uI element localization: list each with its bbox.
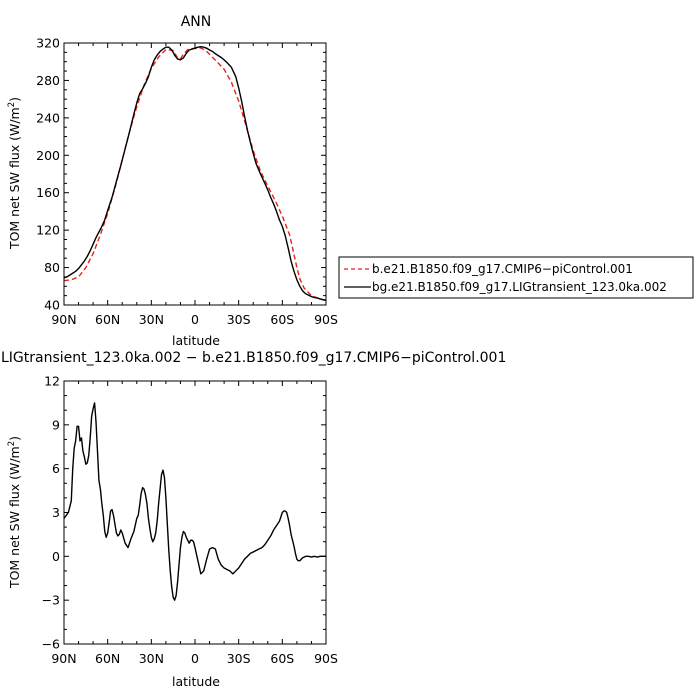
top-x-tick-label: 30S bbox=[227, 312, 251, 327]
top-y-tick-label: 40 bbox=[44, 298, 60, 313]
top-series-group bbox=[63, 46, 327, 302]
top-y-tick-label: 320 bbox=[36, 36, 60, 51]
top-x-tick-label: 30N bbox=[139, 312, 164, 327]
bottom-series-group bbox=[63, 402, 326, 601]
top-series-line-1 bbox=[63, 46, 327, 302]
bottom-x-tick-label: 90S bbox=[314, 651, 338, 666]
bottom-y-axis-title: TOM net SW flux (W/m2) bbox=[7, 436, 22, 589]
bottom-axis-ticks: −6 −3 0 3 6 9 12 90N 60N 30N 0 30S 60S 90S bbox=[42, 374, 338, 667]
top-y-tick-label: 240 bbox=[36, 110, 60, 125]
bottom-y-tick-label: 6 bbox=[52, 461, 60, 476]
top-series-line-0 bbox=[63, 46, 327, 301]
top-x-tick-label: 90N bbox=[51, 312, 76, 327]
top-y-tick-label: 80 bbox=[44, 260, 60, 275]
legend-box bbox=[338, 256, 694, 299]
bottom-y-tick-label: 9 bbox=[52, 417, 60, 432]
bottom-y-tick-label: 12 bbox=[44, 374, 60, 389]
bottom-x-tick-label: 30S bbox=[227, 651, 251, 666]
bottom-panel: LIGtransient_123.0ka.002 − b.e21.B1850.f… bbox=[1, 350, 506, 689]
top-y-axis-title: TOM net SW flux (W/m2) bbox=[7, 97, 22, 250]
bottom-x-tick-label: 60S bbox=[270, 651, 294, 666]
bottom-y-tick-label: −3 bbox=[42, 593, 60, 608]
top-x-tick-label: 90S bbox=[314, 312, 338, 327]
top-y-tick-label: 200 bbox=[36, 148, 60, 163]
top-y-tick-label: 280 bbox=[36, 73, 60, 88]
top-plot-title: ANN bbox=[181, 14, 212, 30]
bottom-y-tick-label: 3 bbox=[52, 505, 60, 520]
bottom-plot-title: LIGtransient_123.0ka.002 − b.e21.B1850.f… bbox=[1, 350, 506, 366]
bottom-x-tick-label: 60N bbox=[95, 651, 120, 666]
bottom-plot-frame bbox=[63, 380, 327, 645]
top-x-tick-label: 60S bbox=[270, 312, 294, 327]
bottom-x-tick-label: 30N bbox=[139, 651, 164, 666]
top-x-axis-title: latitude bbox=[172, 333, 220, 348]
top-axis-ticks: 40 80 120 160 200 240 280 320 90N 60N 30N 0 30S 60S 90… bbox=[36, 36, 338, 328]
top-panel: ANN latitude TOM net SW flux (W/m2) 40 80… bbox=[7, 14, 338, 348]
bottom-series-line-0 bbox=[63, 402, 326, 601]
top-x-tick-label: 60N bbox=[95, 312, 120, 327]
legend-label-control: b.e21.B1850.f09_g17.CMIP6−piControl.001 bbox=[372, 262, 633, 276]
top-plot-frame bbox=[63, 42, 327, 306]
bottom-x-tick-label: 90N bbox=[51, 651, 76, 666]
bottom-x-tick-label: 0 bbox=[191, 651, 199, 666]
top-x-tick-label: 0 bbox=[191, 312, 199, 327]
bottom-x-axis-title: latitude bbox=[172, 674, 220, 689]
top-y-tick-label: 160 bbox=[36, 185, 60, 200]
legend: b.e21.B1850.f09_g17.CMIP6−piControl.001 … bbox=[338, 256, 694, 299]
legend-label-transient: bg.e21.B1850.f09_g17.LIGtransient_123.0k… bbox=[372, 280, 667, 294]
bottom-y-tick-label: 0 bbox=[52, 549, 60, 564]
bottom-y-tick-label: −6 bbox=[42, 637, 60, 652]
top-y-tick-label: 120 bbox=[36, 223, 60, 238]
